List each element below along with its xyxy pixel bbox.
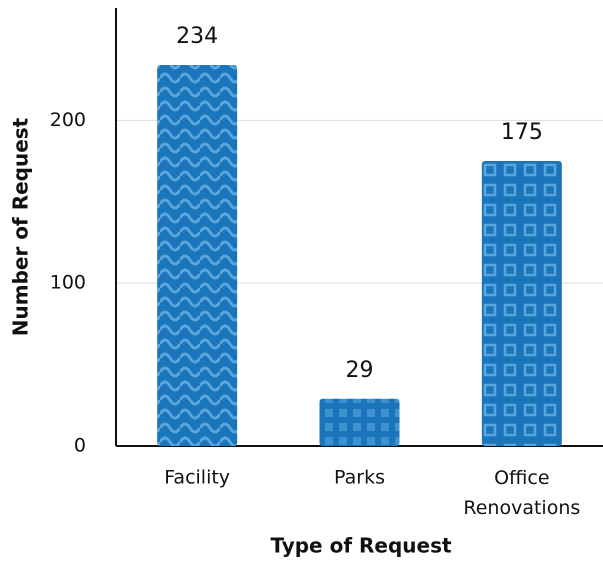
value-label: 175 — [501, 120, 543, 145]
value-label: 234 — [176, 24, 218, 49]
y-axis-title: Number of Request — [9, 117, 33, 336]
value-label: 29 — [346, 358, 374, 383]
bar — [481, 161, 562, 446]
y-tick-label: 0 — [74, 435, 86, 457]
x-tick-label: Parks — [334, 467, 385, 489]
bar — [157, 64, 238, 447]
x-tick-label: Office Renovations — [463, 467, 580, 519]
bar — [319, 398, 400, 446]
x-axis-title: Type of Request — [270, 534, 452, 558]
y-tick-label: 200 — [50, 109, 86, 131]
y-tick-label: 100 — [50, 272, 86, 294]
x-tick-label: Facility — [164, 467, 230, 489]
